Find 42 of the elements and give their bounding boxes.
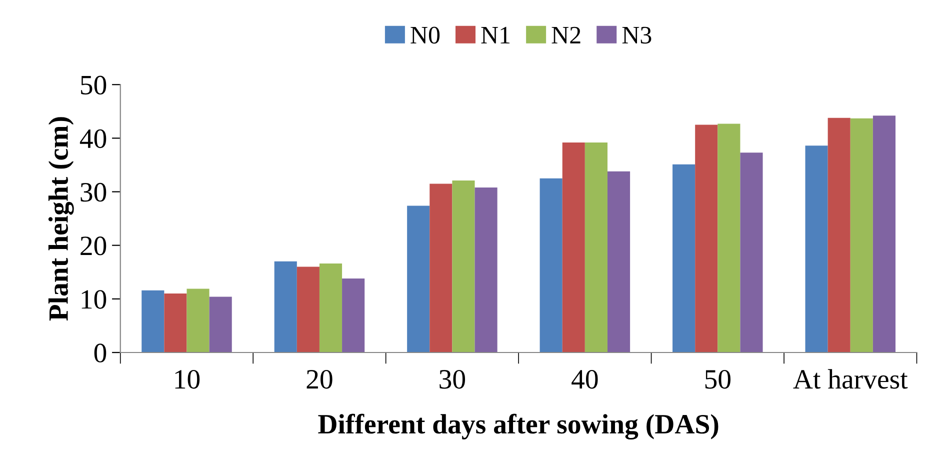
bar bbox=[209, 296, 232, 352]
bar bbox=[584, 142, 608, 352]
x-tick-label: 10 bbox=[175, 370, 200, 389]
x-tick-label: 50 bbox=[705, 370, 730, 389]
bar bbox=[474, 187, 498, 352]
x-tick-label: 40 bbox=[572, 370, 598, 389]
bar bbox=[850, 118, 873, 352]
bar bbox=[452, 180, 475, 352]
bar bbox=[142, 290, 164, 352]
y-tick-label: 0 bbox=[94, 344, 106, 362]
bar bbox=[872, 116, 896, 352]
bar bbox=[342, 278, 365, 352]
bar bbox=[407, 206, 430, 352]
bar bbox=[319, 264, 342, 352]
bar bbox=[695, 124, 718, 352]
y-tick-label: 30 bbox=[80, 182, 106, 202]
x-tick-label: 30 bbox=[440, 370, 466, 389]
y-axis-title: Plant height (cm) bbox=[48, 117, 74, 321]
bar bbox=[430, 184, 452, 352]
x-axis-title: Different days after sowing (DAS) bbox=[318, 414, 718, 440]
bar bbox=[164, 294, 187, 352]
x-tick-label: 20 bbox=[306, 370, 332, 389]
bar bbox=[828, 118, 850, 352]
legend-label: N0 bbox=[410, 26, 440, 44]
bar bbox=[718, 124, 740, 352]
legend-label: N3 bbox=[622, 26, 652, 44]
bar bbox=[274, 261, 297, 352]
bar bbox=[805, 146, 828, 352]
legend-label: N2 bbox=[552, 26, 580, 44]
bar bbox=[562, 142, 585, 352]
bar bbox=[296, 266, 320, 352]
y-tick-label: 50 bbox=[81, 76, 106, 95]
bar bbox=[740, 152, 763, 352]
legend-label: N1 bbox=[481, 26, 510, 44]
y-tick-label: 10 bbox=[82, 290, 106, 309]
bar bbox=[186, 288, 210, 352]
y-tick-label: 40 bbox=[80, 129, 106, 148]
bar bbox=[607, 171, 630, 352]
y-tick-label: 20 bbox=[80, 236, 106, 256]
bar bbox=[672, 164, 696, 352]
bar bbox=[540, 178, 562, 352]
x-tick-label: At harvest bbox=[793, 369, 908, 389]
